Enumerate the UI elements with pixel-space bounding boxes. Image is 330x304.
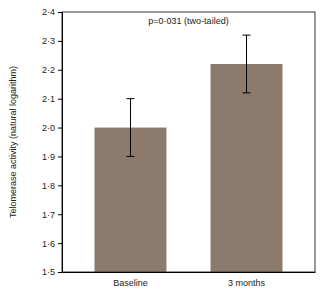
y-tick-label: 1·8 [42, 181, 55, 191]
y-tick: 2·0 [42, 123, 62, 133]
y-tick-mark [58, 214, 62, 215]
y-tick-mark [58, 128, 62, 129]
y-tick-mark [58, 185, 62, 186]
y-tick-mark [58, 243, 62, 244]
y-tick-mark [58, 99, 62, 100]
error-bar [243, 35, 251, 93]
y-tick: 1·8 [42, 181, 62, 191]
y-tick-label: 1·6 [42, 238, 55, 248]
x-tick: Baseline [113, 272, 148, 288]
y-tick: 2·3 [42, 36, 62, 46]
y-tick-label: 1·5 [42, 267, 55, 277]
x-axis-line [63, 272, 316, 273]
plot: 1·5 1·6 1·7 1·8 1·9 2·0 2·1 2·2 2·3 2·4 Baseline 3 … [42, 7, 316, 288]
y-axis: 1·5 1·6 1·7 1·8 1·9 2·0 2·1 2·2 2·3 2·4 [42, 7, 63, 277]
y-tick-mark [58, 272, 62, 273]
marks [94, 35, 282, 272]
y-axis-title: Telomerase activity (natural logarithm) [8, 66, 18, 218]
y-tick-mark [58, 156, 62, 157]
y-tick-label: 2·4 [42, 7, 55, 17]
y-tick: 1·6 [42, 238, 62, 248]
x-tick: 3 months [228, 272, 266, 288]
y-tick: 2·1 [42, 94, 62, 104]
chart: 1·5 1·6 1·7 1·8 1·9 2·0 2·1 2·2 2·3 2·4 Baseline 3 … [0, 0, 330, 304]
y-tick-mark [58, 70, 62, 71]
plot-frame [62, 12, 315, 272]
y-tick-label: 1·7 [42, 210, 55, 220]
y-tick: 1·7 [42, 210, 62, 220]
y-tick: 1·5 [42, 267, 62, 277]
y-tick-label: 2·3 [42, 36, 55, 46]
y-tick: 2·2 [42, 65, 62, 75]
bar [211, 64, 283, 272]
x-axis: Baseline 3 months [63, 272, 316, 288]
error-bars [126, 35, 250, 156]
y-tick-label: 2·0 [42, 123, 55, 133]
y-tick-label: 1·9 [42, 152, 55, 162]
title: p=0·031 (two-tailed) [148, 16, 228, 26]
y-tick-label: 2·2 [42, 65, 55, 75]
y-tick-mark [58, 41, 62, 42]
error-bar [126, 99, 134, 157]
y-tick-label: 2·1 [42, 94, 55, 104]
x-tick-label: Baseline [113, 278, 148, 288]
y-tick-mark [58, 12, 62, 13]
y-tick: 1·9 [42, 152, 62, 162]
x-tick-label: 3 months [228, 278, 266, 288]
y-axis-line [58, 13, 63, 273]
y-tick: 2·4 [42, 7, 62, 17]
